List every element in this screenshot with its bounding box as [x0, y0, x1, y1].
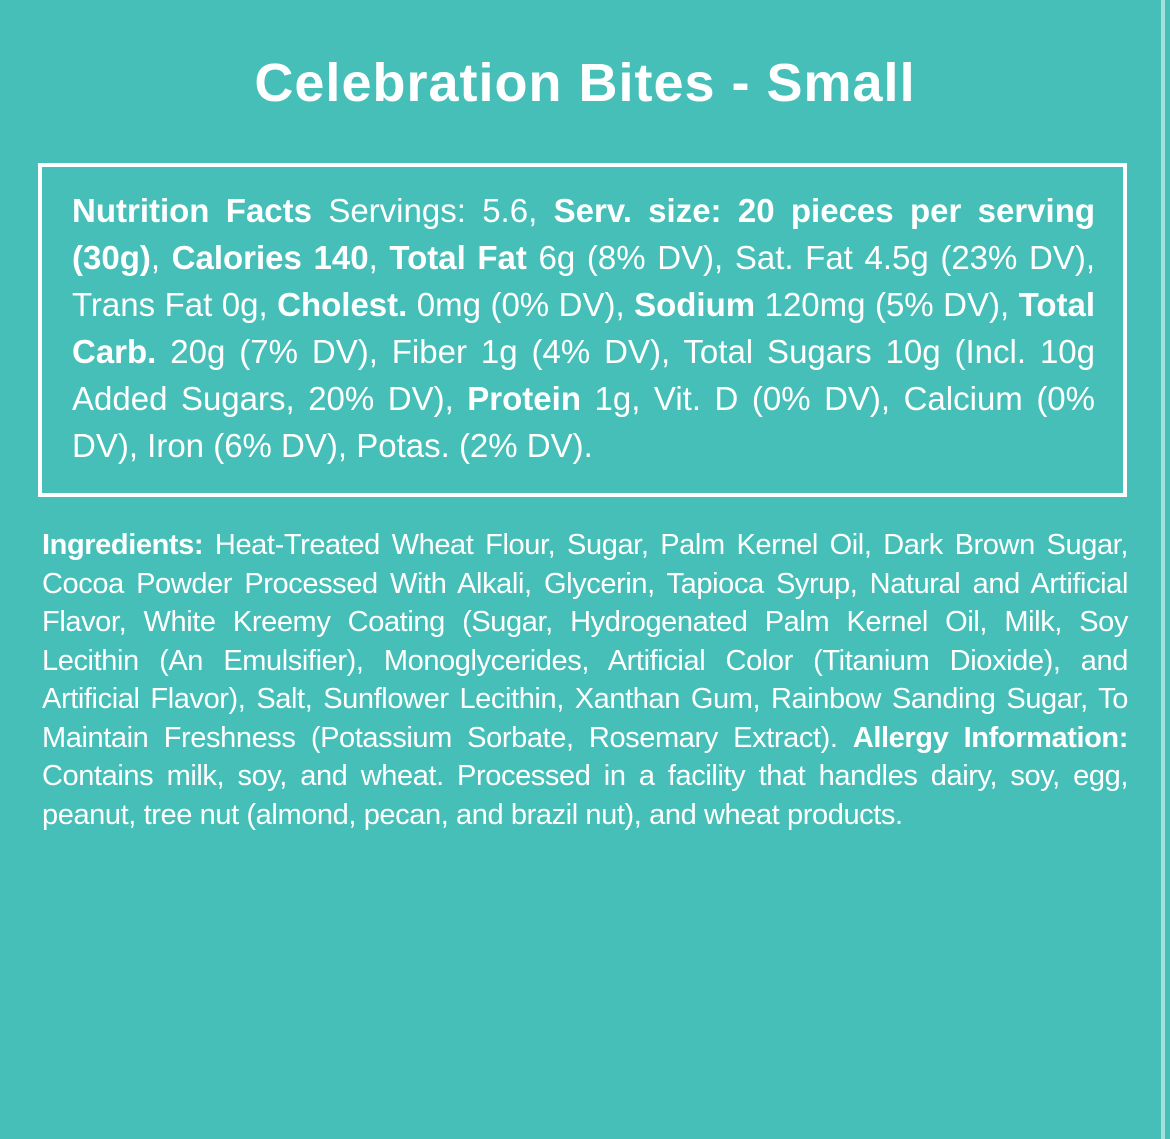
text-segment: Servings: 5.6, [312, 192, 554, 229]
text-segment: 120mg (5% DV), [755, 286, 1019, 323]
nutrition-facts-panel: Nutrition Facts Servings: 5.6, Serv. siz… [38, 163, 1127, 497]
text-segment: Contains milk, soy, and wheat. Processed… [42, 760, 1128, 831]
text-segment: Cholest. [277, 286, 408, 323]
text-segment: Total Fat [389, 239, 527, 276]
text-segment: Calories 140 [171, 239, 369, 276]
text-segment: Protein [467, 380, 581, 417]
text-segment: 6g (8% DV), Sat. Fat 4.5g (23% DV), Tran… [72, 239, 1095, 323]
product-title: Celebration Bites - Small [254, 53, 916, 113]
text-segment: Nutrition Facts [72, 192, 312, 229]
text-segment: , [368, 239, 390, 276]
text-segment: Total Carb. [72, 286, 1095, 370]
ingredients-allergy-text: Ingredients: Heat-Treated Wheat Flour, S… [42, 526, 1128, 834]
text-segment: Serv. size: 20 pieces per serving (30g) [72, 192, 1096, 276]
text-segment: Ingredients: [42, 529, 204, 561]
right-edge-stripe [1161, 0, 1165, 1139]
text-segment: Sodium [634, 286, 756, 323]
text-segment: 20g (7% DV), Fiber 1g (4% DV), Total Sug… [72, 333, 1095, 417]
text-segment: Allergy Information: [852, 721, 1129, 754]
text-segment: , [150, 239, 172, 276]
nutrition-facts-text: Nutrition Facts Servings: 5.6, Serv. siz… [72, 187, 1095, 469]
text-segment: 0mg (0% DV), [407, 286, 635, 323]
text-segment: 1g, Vit. D (0% DV), Calcium (0% DV), Iro… [72, 380, 1095, 464]
text-segment: Heat-Treated Wheat Flour, Sugar, Palm Ke… [42, 529, 1128, 754]
